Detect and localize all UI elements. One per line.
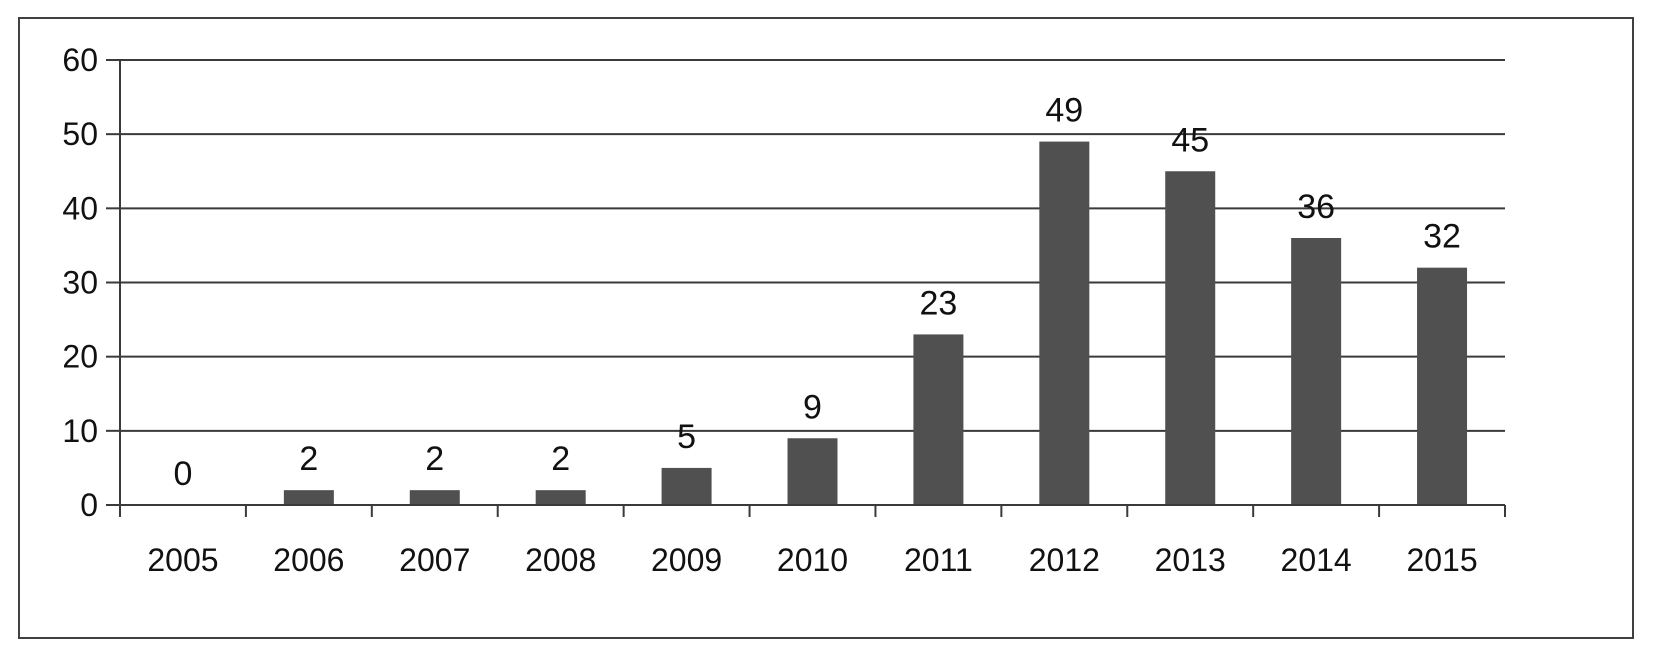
bar-2007 (409, 490, 460, 505)
data-label-2008: 2 (551, 440, 570, 478)
y-tick-label: 50 (62, 116, 98, 152)
x-tick-label: 2013 (1155, 542, 1226, 578)
x-tick-label: 2014 (1281, 542, 1352, 578)
data-label-2011: 23 (919, 284, 957, 322)
bars (283, 141, 1468, 506)
x-tick-label: 2011 (904, 542, 973, 578)
bar-2006 (283, 490, 334, 505)
x-tick-label: 2005 (147, 542, 218, 578)
bar-2014 (1291, 238, 1342, 505)
y-tick-label: 60 (62, 42, 98, 78)
data-label-2012: 49 (1045, 92, 1083, 130)
bar-2013 (1165, 171, 1216, 505)
x-tick-label: 2010 (777, 542, 848, 578)
data-label-2005: 0 (173, 455, 192, 493)
y-tick-label: 10 (62, 413, 98, 449)
gridlines (120, 59, 1505, 432)
y-tick-label: 0 (80, 487, 98, 523)
y-tick-label: 30 (62, 265, 98, 301)
data-label-2007: 2 (425, 440, 444, 478)
chart-frame (18, 17, 1634, 639)
y-tick-label: 40 (62, 190, 98, 226)
data-label-2013: 45 (1171, 121, 1209, 159)
x-tick-label: 2012 (1029, 542, 1100, 578)
data-label-2006: 2 (299, 440, 318, 478)
data-label-2010: 9 (803, 388, 822, 426)
bar-2008 (535, 490, 586, 505)
y-tick-label: 20 (62, 339, 98, 375)
x-tick-label: 2006 (273, 542, 344, 578)
bar-2011 (913, 334, 964, 505)
x-tick-label: 2008 (525, 542, 596, 578)
data-label-2014: 36 (1297, 188, 1335, 226)
axes (106, 59, 1506, 517)
bar-2015 (1417, 267, 1468, 505)
bar-2009 (661, 467, 712, 505)
bar-2010 (787, 438, 838, 505)
data-label-2009: 5 (677, 418, 696, 456)
x-tick-label: 2015 (1406, 542, 1477, 578)
x-tick-label: 2009 (651, 542, 722, 578)
bar-2012 (1039, 141, 1090, 506)
x-tick-label: 2007 (399, 542, 470, 578)
data-label-2015: 32 (1423, 218, 1461, 256)
labels: 0 10 20 30 40 50 60 0 2005 2 2006 2 2007 2 2008 5 2009 9 2… (62, 42, 1477, 578)
